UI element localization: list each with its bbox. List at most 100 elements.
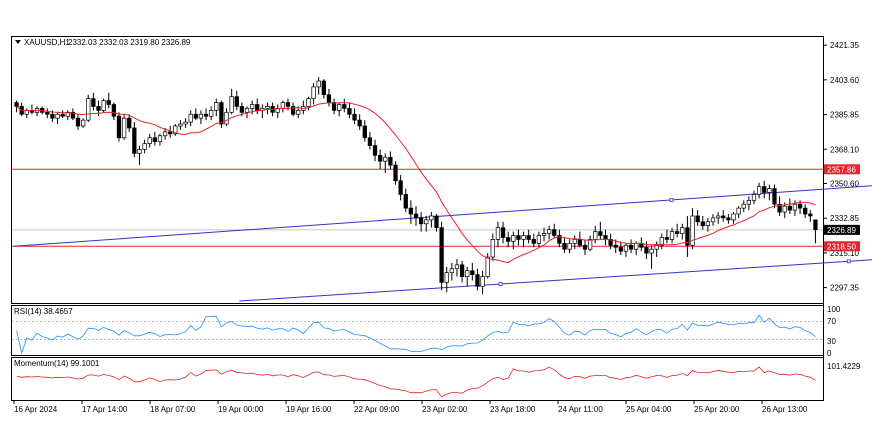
price-marker-label: 2357.86 — [827, 165, 856, 174]
candle-body — [280, 102, 285, 109]
candle-body — [296, 110, 301, 115]
rsi-label: RSI(14) 38.4657 — [14, 307, 73, 316]
candle-body — [562, 242, 567, 250]
momentum-pane[interactable] — [11, 357, 824, 401]
candle-body — [567, 242, 572, 250]
candle-body — [393, 164, 398, 182]
candle-body — [203, 113, 209, 117]
momentum-tick: 101.4229 — [827, 362, 861, 371]
candle-body — [552, 229, 557, 236]
price-marker-box[interactable] — [824, 224, 860, 235]
candle-body — [490, 239, 495, 258]
momentum-label: Momentum(14) 99.1001 — [14, 359, 100, 368]
candle-body — [106, 100, 111, 105]
candle-body — [178, 123, 183, 127]
candle-body — [746, 199, 752, 205]
candle-body — [96, 106, 101, 111]
candle-body — [582, 244, 588, 250]
price-marker-label: 2318.50 — [827, 242, 856, 251]
candle-body — [86, 98, 91, 121]
candle-body — [80, 119, 86, 127]
candle-body — [511, 235, 516, 242]
candle-body — [229, 96, 234, 113]
candle-body — [403, 194, 408, 209]
candle-body — [613, 244, 618, 248]
channel-anchor-2[interactable] — [846, 259, 851, 264]
candle-body — [111, 104, 117, 117]
candle-body — [383, 156, 388, 162]
candle-body — [536, 235, 542, 244]
candle-body — [695, 215, 700, 223]
candle-body — [362, 125, 367, 139]
channel-lower-line[interactable] — [239, 244, 872, 302]
price-tick-label: 2421.35 — [830, 41, 859, 50]
candle-body — [593, 231, 598, 240]
channel-anchor-0[interactable] — [669, 198, 674, 202]
candle-body — [787, 205, 792, 211]
candle-body — [454, 264, 460, 270]
candle-body — [803, 207, 808, 215]
moving-average-line — [16, 101, 816, 264]
candle-body — [808, 213, 813, 217]
main-pane[interactable] — [11, 36, 824, 304]
candle-body — [664, 237, 670, 240]
candle-body — [367, 137, 373, 146]
candle-body — [388, 156, 393, 166]
candle-body — [413, 213, 419, 219]
candle-body — [418, 217, 424, 225]
candle-body — [705, 221, 711, 227]
candle-body — [50, 113, 55, 119]
price-marker-box[interactable] — [824, 164, 860, 175]
candle-body — [669, 231, 675, 240]
candle-body — [715, 215, 721, 219]
candle-body — [357, 119, 362, 127]
candle-body — [14, 102, 19, 107]
rsi-pane[interactable] — [11, 305, 824, 356]
candle-body — [449, 268, 454, 274]
candle-body — [224, 111, 229, 125]
candle-body — [649, 248, 654, 254]
ohlc-readout: 2332.03 2332.03 2319.80 2326.89 — [68, 38, 191, 47]
candle-body — [285, 102, 291, 107]
candle-body — [777, 203, 782, 213]
candle-body — [60, 113, 65, 117]
price-marker-box[interactable] — [824, 241, 860, 252]
candle-body — [347, 108, 352, 115]
candle-body — [352, 113, 357, 121]
candle-body — [736, 207, 741, 215]
candle-body — [618, 246, 623, 252]
symbol-label: XAUUSD,H1 — [24, 38, 70, 47]
channel-anchor-1[interactable] — [498, 282, 503, 286]
candle-body — [142, 143, 147, 150]
time-tick-label: 23 Apr 02:00 — [422, 405, 468, 414]
rsi-tick-70: 70 — [827, 317, 836, 326]
candle-body — [326, 94, 332, 103]
candle-body — [193, 113, 198, 119]
channel-upper-line[interactable] — [13, 169, 872, 247]
candle-body — [772, 188, 777, 205]
time-tick-label: 16 Apr 2024 — [14, 405, 58, 414]
dropdown-triangle-icon[interactable] — [15, 40, 21, 44]
candle-body — [249, 104, 255, 109]
candle-body — [547, 229, 552, 234]
time-tick-label: 17 Apr 14:00 — [82, 405, 128, 414]
candle-body — [372, 145, 378, 156]
candle-body — [439, 227, 444, 283]
candle-body — [337, 104, 342, 111]
candle-body — [265, 106, 270, 109]
candle-body — [572, 239, 577, 244]
candle-body — [127, 117, 132, 129]
price-tick-label: 2297.35 — [830, 284, 859, 293]
candle-body — [480, 276, 485, 287]
candle-body — [485, 256, 490, 277]
candle-body — [541, 233, 547, 236]
candle-body — [152, 137, 157, 142]
candle-body — [710, 217, 716, 223]
candle-body — [198, 113, 204, 119]
candle-body — [183, 121, 188, 125]
candle-body — [239, 106, 245, 113]
candle-body — [101, 100, 106, 111]
price-tick-label: 2403.60 — [830, 76, 859, 85]
